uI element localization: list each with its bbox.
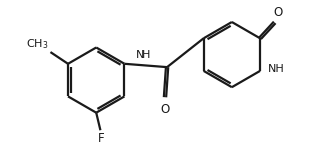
Text: CH$_3$: CH$_3$	[26, 37, 48, 51]
Text: F: F	[98, 132, 105, 145]
Text: N: N	[136, 50, 145, 60]
Text: O: O	[160, 103, 170, 116]
Text: H: H	[142, 50, 150, 60]
Text: NH: NH	[268, 64, 284, 74]
Text: O: O	[273, 6, 282, 19]
